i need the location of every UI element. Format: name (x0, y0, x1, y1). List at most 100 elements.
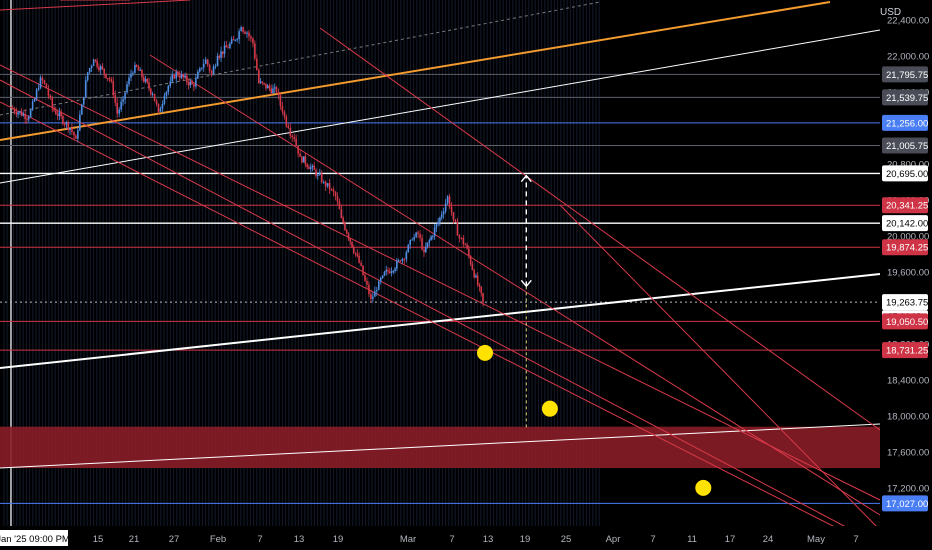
candle-body (417, 232, 419, 235)
candle-body (79, 114, 81, 131)
candle-body (263, 82, 265, 84)
candle-body (81, 104, 83, 115)
candle-body (214, 66, 217, 68)
candle-body (110, 79, 113, 82)
candle-body (439, 217, 441, 222)
price-label-text: 21,256.00 (886, 118, 928, 129)
candle-body (15, 112, 18, 115)
price-label-box (882, 342, 928, 359)
candle-body (358, 255, 360, 263)
candle-body (103, 68, 106, 74)
price-label-box (882, 495, 928, 512)
candle-body (396, 260, 398, 269)
candle-body (199, 68, 201, 72)
candle-body (35, 89, 38, 100)
candle-body (58, 112, 61, 116)
candle-body (254, 43, 256, 59)
candle-body (411, 239, 413, 241)
candle-body (137, 66, 140, 71)
candle-body (153, 93, 156, 102)
candle-body (135, 64, 138, 67)
candle-body (210, 70, 213, 74)
candle-body (157, 103, 160, 112)
candle-body (171, 74, 174, 82)
red-trendline (0, 101, 881, 550)
candle-body (405, 252, 408, 260)
time-tick-label: Mar (400, 534, 416, 545)
candle-body (167, 86, 170, 93)
candle-body (270, 88, 272, 94)
candle-body (435, 224, 438, 228)
candle-body (22, 113, 25, 116)
candle-body (368, 284, 370, 295)
price-tick-label: 20,000.00 (887, 231, 929, 242)
time-tick-label: 11 (687, 534, 697, 545)
candle-body (73, 131, 75, 136)
candle-body (336, 196, 339, 202)
candle-body (132, 72, 134, 74)
candle-body (430, 236, 432, 241)
candle-body (322, 181, 325, 183)
candle-body (308, 167, 310, 170)
candle-body (293, 137, 295, 139)
price-label-box (882, 215, 928, 232)
candle-body (195, 78, 197, 87)
target-markers (477, 344, 712, 496)
candle-body (311, 165, 314, 168)
candle-body (45, 83, 48, 89)
candle-body (169, 81, 172, 87)
price-label-text: 20,341.25 (886, 201, 928, 212)
candle-body (354, 252, 357, 254)
time-tick-label: 7 (650, 534, 655, 545)
candle-body (301, 156, 303, 163)
trend-lines (0, 0, 881, 550)
projection-arrowhead-mid (520, 279, 532, 288)
price-label-box (882, 165, 928, 182)
candle-body (252, 38, 254, 44)
candle-body (419, 234, 421, 238)
candle-body (159, 108, 162, 112)
candle-body (82, 97, 85, 105)
candle-body (56, 114, 59, 116)
price-label-box (882, 197, 928, 214)
candle-body (351, 241, 353, 248)
candle-body (256, 58, 258, 71)
candle-body (230, 39, 233, 44)
candle-body (464, 244, 467, 246)
red-trendline (559, 204, 881, 531)
candle-body (139, 69, 142, 71)
candle-body (279, 95, 282, 106)
time-tick-label: 13 (483, 534, 494, 545)
candle-body (37, 88, 40, 90)
candle-body (304, 156, 307, 165)
candle-body (442, 211, 445, 215)
candle-body (90, 65, 93, 69)
time-tick-label: Feb (210, 534, 226, 545)
candle-body (401, 258, 404, 262)
candle-body (151, 93, 154, 95)
candle-body (232, 39, 235, 41)
candle-body (240, 27, 242, 32)
candle-body (220, 51, 222, 58)
red-trendline (149, 54, 881, 516)
candle-body (437, 221, 439, 225)
price-label-box (882, 66, 928, 83)
candle-body (446, 196, 449, 204)
candle-body (345, 229, 348, 234)
candle-body (204, 59, 207, 64)
candle-body (88, 68, 91, 73)
time-tick-label: 13 (294, 534, 305, 545)
candle-body (126, 84, 128, 93)
candle-body (193, 84, 195, 87)
candle-body (55, 110, 57, 115)
target-marker (477, 344, 493, 361)
time-axis[interactable] (0, 526, 880, 550)
candle-body (11, 108, 14, 110)
candle-body (340, 209, 343, 218)
currency-label[interactable]: USD (880, 7, 902, 18)
candle-body (29, 109, 32, 118)
candle-body (347, 233, 350, 239)
candle-body (261, 81, 264, 83)
candle-body (163, 95, 166, 104)
